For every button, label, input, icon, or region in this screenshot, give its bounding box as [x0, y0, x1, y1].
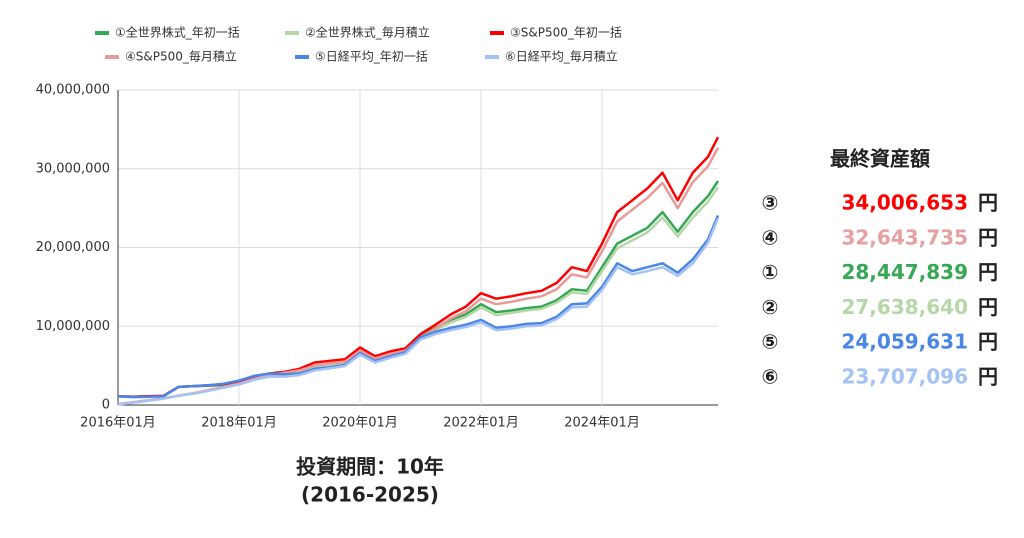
- y-tick-label: 40,000,000: [36, 83, 110, 98]
- y-tick-label: 20,000,000: [36, 240, 110, 255]
- x-axis-title: 投資期間：10年: [296, 455, 444, 479]
- summary-symbol: ③: [762, 191, 779, 215]
- summary-unit: 円: [978, 191, 998, 215]
- summary-title: 最終資産額: [830, 147, 930, 171]
- legend-label: ②全世界株式_毎月積立: [305, 25, 430, 40]
- summary-symbol: ①: [762, 260, 779, 284]
- summary-value: 32,643,735: [841, 225, 968, 249]
- summary-symbol: ②: [762, 295, 779, 319]
- y-tick-label: 30,000,000: [36, 161, 110, 176]
- legend-label: ③S&P500_年初一括: [510, 25, 622, 40]
- series-line: [117, 147, 720, 406]
- summary-value: 27,638,640: [841, 295, 968, 319]
- series-line: [117, 215, 720, 399]
- summary-unit: 円: [978, 330, 998, 354]
- legend-label: ①全世界株式_年初一括: [115, 25, 240, 40]
- y-tick-label: 10,000,000: [36, 319, 110, 334]
- y-tick-label: 0: [102, 398, 110, 413]
- legend-label: ⑥日経平均_毎月積立: [505, 49, 618, 64]
- summary-value: 23,707,096: [841, 365, 968, 389]
- summary-symbol: ④: [762, 225, 779, 249]
- x-tick-label: 2022年01月: [443, 416, 519, 431]
- summary-value: 28,447,839: [841, 260, 968, 284]
- summary-unit: 円: [978, 225, 998, 249]
- summary-value: 24,059,631: [841, 330, 968, 354]
- legend-label: ⑤日経平均_年初一括: [315, 49, 428, 64]
- summary-unit: 円: [978, 295, 998, 319]
- summary-unit: 円: [978, 365, 998, 389]
- x-axis-title: (2016-2025): [301, 483, 439, 507]
- series-line: [117, 136, 720, 398]
- summary-symbol: ⑥: [762, 365, 779, 389]
- legend-label: ④S&P500_毎月積立: [125, 49, 237, 64]
- x-tick-label: 2020年01月: [322, 416, 398, 431]
- series-line: [117, 217, 720, 406]
- x-tick-label: 2024年01月: [564, 416, 640, 431]
- summary-unit: 円: [978, 260, 998, 284]
- summary-symbol: ⑤: [762, 330, 779, 354]
- series-line: [117, 186, 720, 406]
- x-tick-label: 2018年01月: [201, 416, 277, 431]
- x-tick-label: 2016年01月: [80, 416, 156, 431]
- summary-value: 34,006,653: [841, 191, 968, 215]
